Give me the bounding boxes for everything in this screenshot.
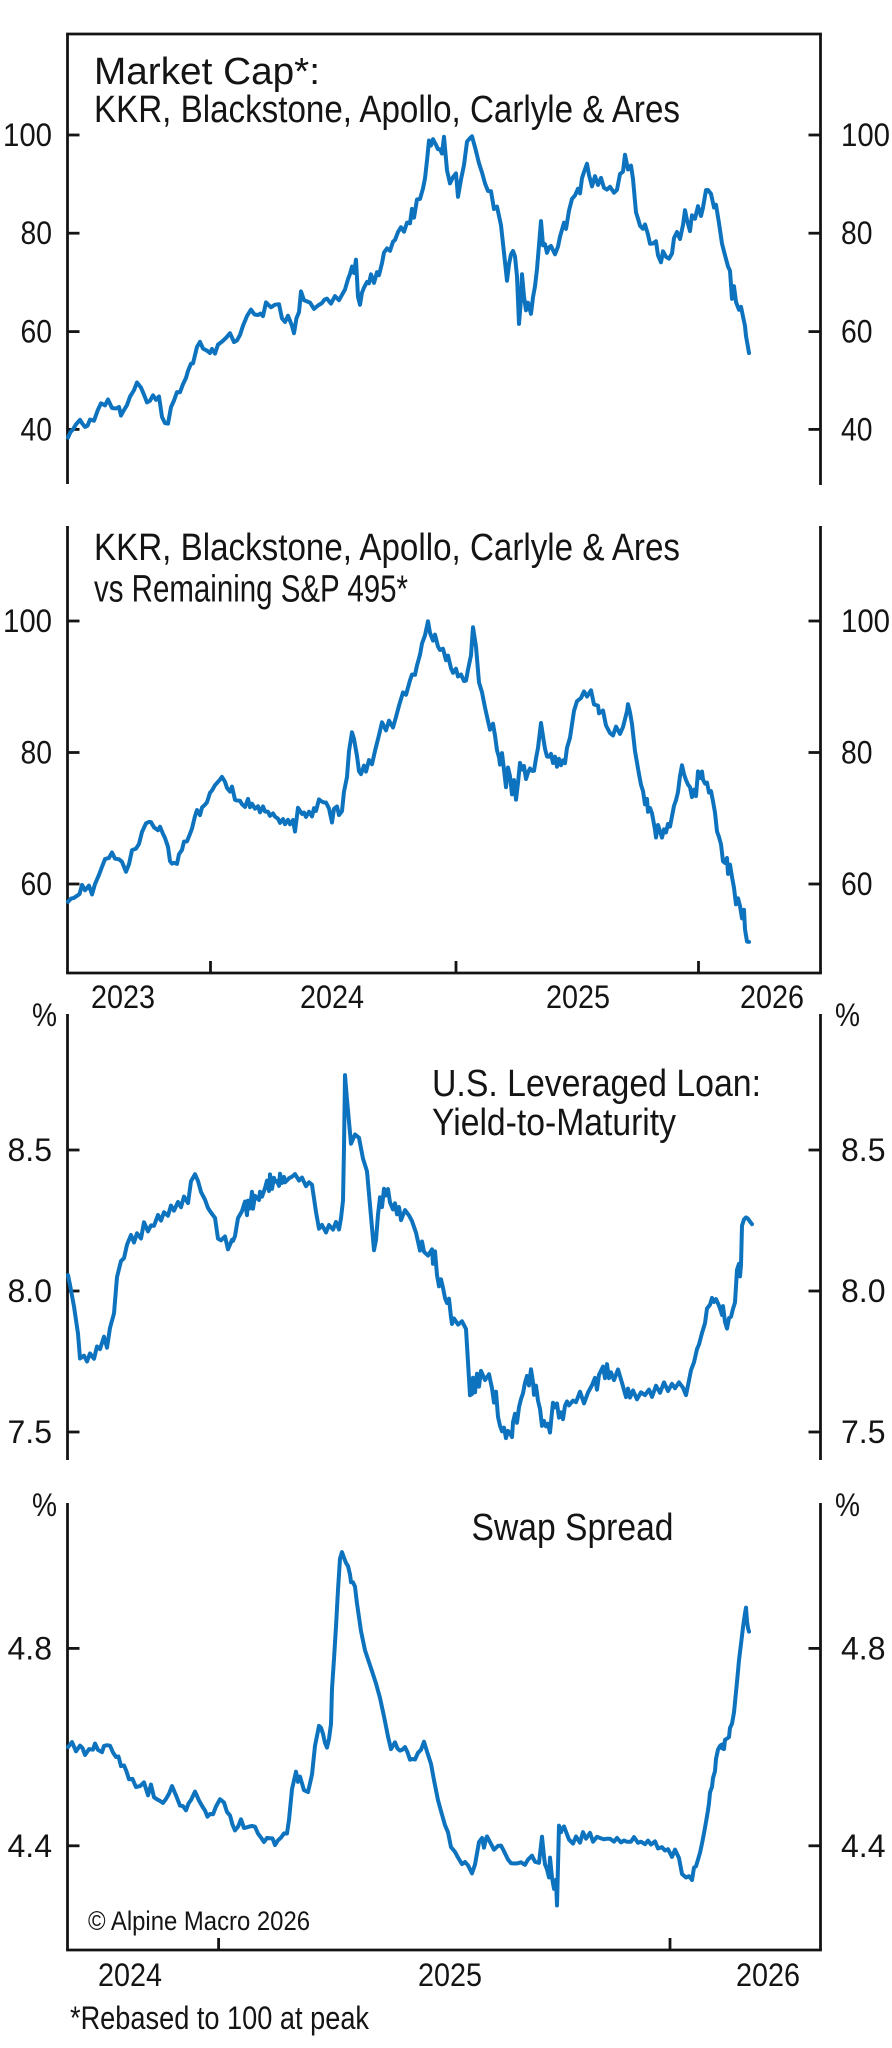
- svg-text:2024: 2024: [300, 979, 364, 1015]
- svg-text:2025: 2025: [546, 979, 610, 1015]
- svg-text:80: 80: [21, 215, 53, 251]
- svg-text:100: 100: [841, 117, 890, 153]
- svg-text:80: 80: [21, 735, 53, 771]
- svg-text:KKR, Blackstone, Apollo, Carly: KKR, Blackstone, Apollo, Carlyle & Ares: [94, 89, 680, 131]
- svg-text:*Rebased to 100 at peak: *Rebased to 100 at peak: [70, 2000, 370, 2036]
- svg-text:2026: 2026: [736, 1957, 800, 1993]
- svg-text:100: 100: [3, 117, 52, 153]
- svg-text:Swap Spread: Swap Spread: [472, 1507, 674, 1549]
- svg-text:KKR, Blackstone, Apollo, Carly: KKR, Blackstone, Apollo, Carlyle & Ares: [94, 527, 680, 569]
- svg-text:8.0: 8.0: [8, 1273, 52, 1309]
- svg-text:4.4: 4.4: [841, 1828, 886, 1864]
- svg-text:40: 40: [21, 411, 53, 447]
- svg-text:8.5: 8.5: [841, 1132, 886, 1168]
- svg-text:%: %: [835, 1487, 860, 1523]
- svg-text:60: 60: [21, 314, 53, 350]
- svg-text:2024: 2024: [98, 1957, 162, 1993]
- svg-text:%: %: [32, 997, 57, 1033]
- svg-text:40: 40: [841, 411, 873, 447]
- svg-text:%: %: [835, 997, 860, 1033]
- svg-text:100: 100: [841, 603, 890, 639]
- svg-text:%: %: [32, 1487, 57, 1523]
- svg-text:2023: 2023: [91, 979, 155, 1015]
- svg-text:Yield-to-Maturity: Yield-to-Maturity: [432, 1102, 676, 1144]
- svg-text:8.0: 8.0: [841, 1273, 886, 1309]
- svg-text:© Alpine Macro 2026: © Alpine Macro 2026: [88, 1906, 310, 1936]
- svg-text:U.S. Leveraged Loan:: U.S. Leveraged Loan:: [432, 1063, 761, 1105]
- svg-text:vs Remaining S&P 495*: vs Remaining S&P 495*: [94, 569, 408, 611]
- svg-text:80: 80: [841, 215, 873, 251]
- svg-text:60: 60: [841, 866, 873, 902]
- svg-text:Market Cap*:: Market Cap*:: [94, 51, 320, 93]
- svg-text:4.4: 4.4: [8, 1828, 52, 1864]
- svg-text:8.5: 8.5: [8, 1132, 52, 1168]
- svg-text:7.5: 7.5: [8, 1414, 52, 1450]
- svg-text:4.8: 4.8: [8, 1630, 52, 1666]
- svg-text:2025: 2025: [418, 1957, 482, 1993]
- svg-text:60: 60: [21, 866, 53, 902]
- svg-text:80: 80: [841, 735, 873, 771]
- svg-text:100: 100: [3, 603, 52, 639]
- svg-text:2026: 2026: [740, 979, 804, 1015]
- svg-text:60: 60: [841, 314, 873, 350]
- svg-text:4.8: 4.8: [841, 1630, 886, 1666]
- svg-text:7.5: 7.5: [841, 1414, 886, 1450]
